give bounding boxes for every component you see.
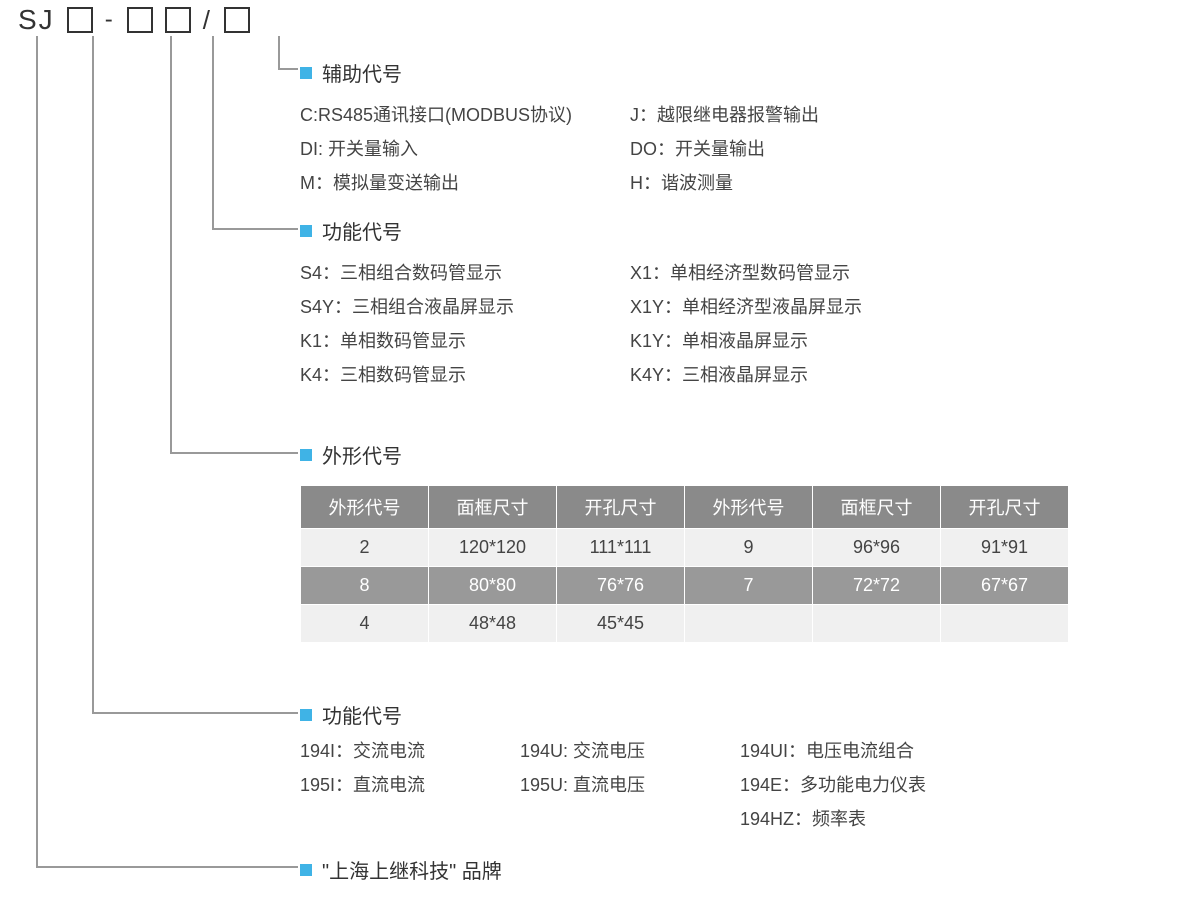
td: 7 [685,567,813,605]
aux-code: H：谐波测量 [630,169,960,195]
dash: - [105,6,115,34]
th: 面框尺寸 [429,486,557,529]
func2-section: 功能代号 194I：交流电流 194U: 交流电压 194UI：电压电流组合 1… [300,700,1000,831]
aux-title-row: 辅助代号 [300,58,960,87]
shape-section: 外形代号 外形代号 面框尺寸 开孔尺寸 外形代号 面框尺寸 开孔尺寸 2 120… [300,440,1069,643]
func2-code: 194E：多功能电力仪表 [740,771,1000,797]
aux-code: C:RS485通讯接口(MODBUS协议) [300,101,630,127]
func2-title: 功能代号 [322,700,402,729]
vline-2 [92,36,94,712]
func2-code-empty [300,805,520,831]
hline-2 [212,228,298,230]
bullet-icon [300,864,312,876]
bullet-icon [300,67,312,79]
shape-title-row: 外形代号 [300,440,1069,469]
brand-title: "上海上继科技" 品牌 [322,855,502,884]
td: 120*120 [429,529,557,567]
td: 72*72 [813,567,941,605]
vline-5 [278,36,280,68]
th: 开孔尺寸 [941,486,1069,529]
vline-3 [170,36,172,452]
th: 开孔尺寸 [557,486,685,529]
hline-3 [170,452,298,454]
hline-4 [92,712,298,714]
aux-code: DI: 开关量输入 [300,135,630,161]
td: 80*80 [429,567,557,605]
func2-codes: 194I：交流电流 194U: 交流电压 194UI：电压电流组合 195I：直… [300,737,1000,831]
func2-title-row: 功能代号 [300,700,1000,729]
td: 96*96 [813,529,941,567]
td: 8 [301,567,429,605]
func2-code: 194HZ：频率表 [740,805,1000,831]
func1-code: K1Y：单相液晶屏显示 [630,327,960,353]
func1-code: K4Y：三相液晶屏显示 [630,361,960,387]
brand-title-row: "上海上继科技" 品牌 [300,855,502,884]
func2-code: 194U: 交流电压 [520,737,740,763]
td: 2 [301,529,429,567]
hline-5 [36,866,298,868]
td: 111*111 [557,529,685,567]
func1-section: 功能代号 S4：三相组合数码管显示 X1：单相经济型数码管显示 S4Y：三相组合… [300,216,960,387]
func1-code: X1Y：单相经济型液晶屏显示 [630,293,960,319]
model-code-row: SJ - / [18,4,250,36]
td: 48*48 [429,605,557,643]
table-row: 8 80*80 76*76 7 72*72 67*67 [301,567,1069,605]
func1-codes: S4：三相组合数码管显示 X1：单相经济型数码管显示 S4Y：三相组合液晶屏显示… [300,259,960,387]
bullet-icon [300,709,312,721]
placeholder-box-2 [127,7,153,33]
func2-code-empty [520,805,740,831]
aux-code: DO：开关量输出 [630,135,960,161]
func1-code: X1：单相经济型数码管显示 [630,259,960,285]
td [813,605,941,643]
th: 外形代号 [301,486,429,529]
td [941,605,1069,643]
func1-title: 功能代号 [322,216,402,245]
func2-code: 195I：直流电流 [300,771,520,797]
th: 面框尺寸 [813,486,941,529]
vline-1 [36,36,38,866]
hline-1 [278,68,298,70]
aux-code: M：模拟量变送输出 [300,169,630,195]
placeholder-box-4 [224,7,250,33]
table-row: 4 48*48 45*45 [301,605,1069,643]
func1-code: K1：单相数码管显示 [300,327,630,353]
func2-code: 194UI：电压电流组合 [740,737,1000,763]
brand-section: "上海上继科技" 品牌 [300,855,502,884]
func2-code: 195U: 直流电压 [520,771,740,797]
placeholder-box-1 [67,7,93,33]
aux-code: J：越限继电器报警输出 [630,101,960,127]
th: 外形代号 [685,486,813,529]
aux-codes: C:RS485通讯接口(MODBUS协议) J：越限继电器报警输出 DI: 开关… [300,101,960,195]
td: 4 [301,605,429,643]
vline-4 [212,36,214,228]
func1-code: S4：三相组合数码管显示 [300,259,630,285]
bullet-icon [300,449,312,461]
func2-code: 194I：交流电流 [300,737,520,763]
td: 67*67 [941,567,1069,605]
td: 76*76 [557,567,685,605]
shape-table: 外形代号 面框尺寸 开孔尺寸 外形代号 面框尺寸 开孔尺寸 2 120*120 … [300,485,1069,643]
slash: / [203,5,212,36]
func1-code: S4Y：三相组合液晶屏显示 [300,293,630,319]
placeholder-box-3 [165,7,191,33]
td: 91*91 [941,529,1069,567]
table-row: 2 120*120 111*111 9 96*96 91*91 [301,529,1069,567]
func1-code: K4：三相数码管显示 [300,361,630,387]
aux-title: 辅助代号 [322,58,402,87]
func1-title-row: 功能代号 [300,216,960,245]
shape-title: 外形代号 [322,440,402,469]
td: 45*45 [557,605,685,643]
bullet-icon [300,225,312,237]
table-header-row: 外形代号 面框尺寸 开孔尺寸 外形代号 面框尺寸 开孔尺寸 [301,486,1069,529]
aux-section: 辅助代号 C:RS485通讯接口(MODBUS协议) J：越限继电器报警输出 D… [300,58,960,195]
td: 9 [685,529,813,567]
model-prefix: SJ [18,4,55,36]
td [685,605,813,643]
